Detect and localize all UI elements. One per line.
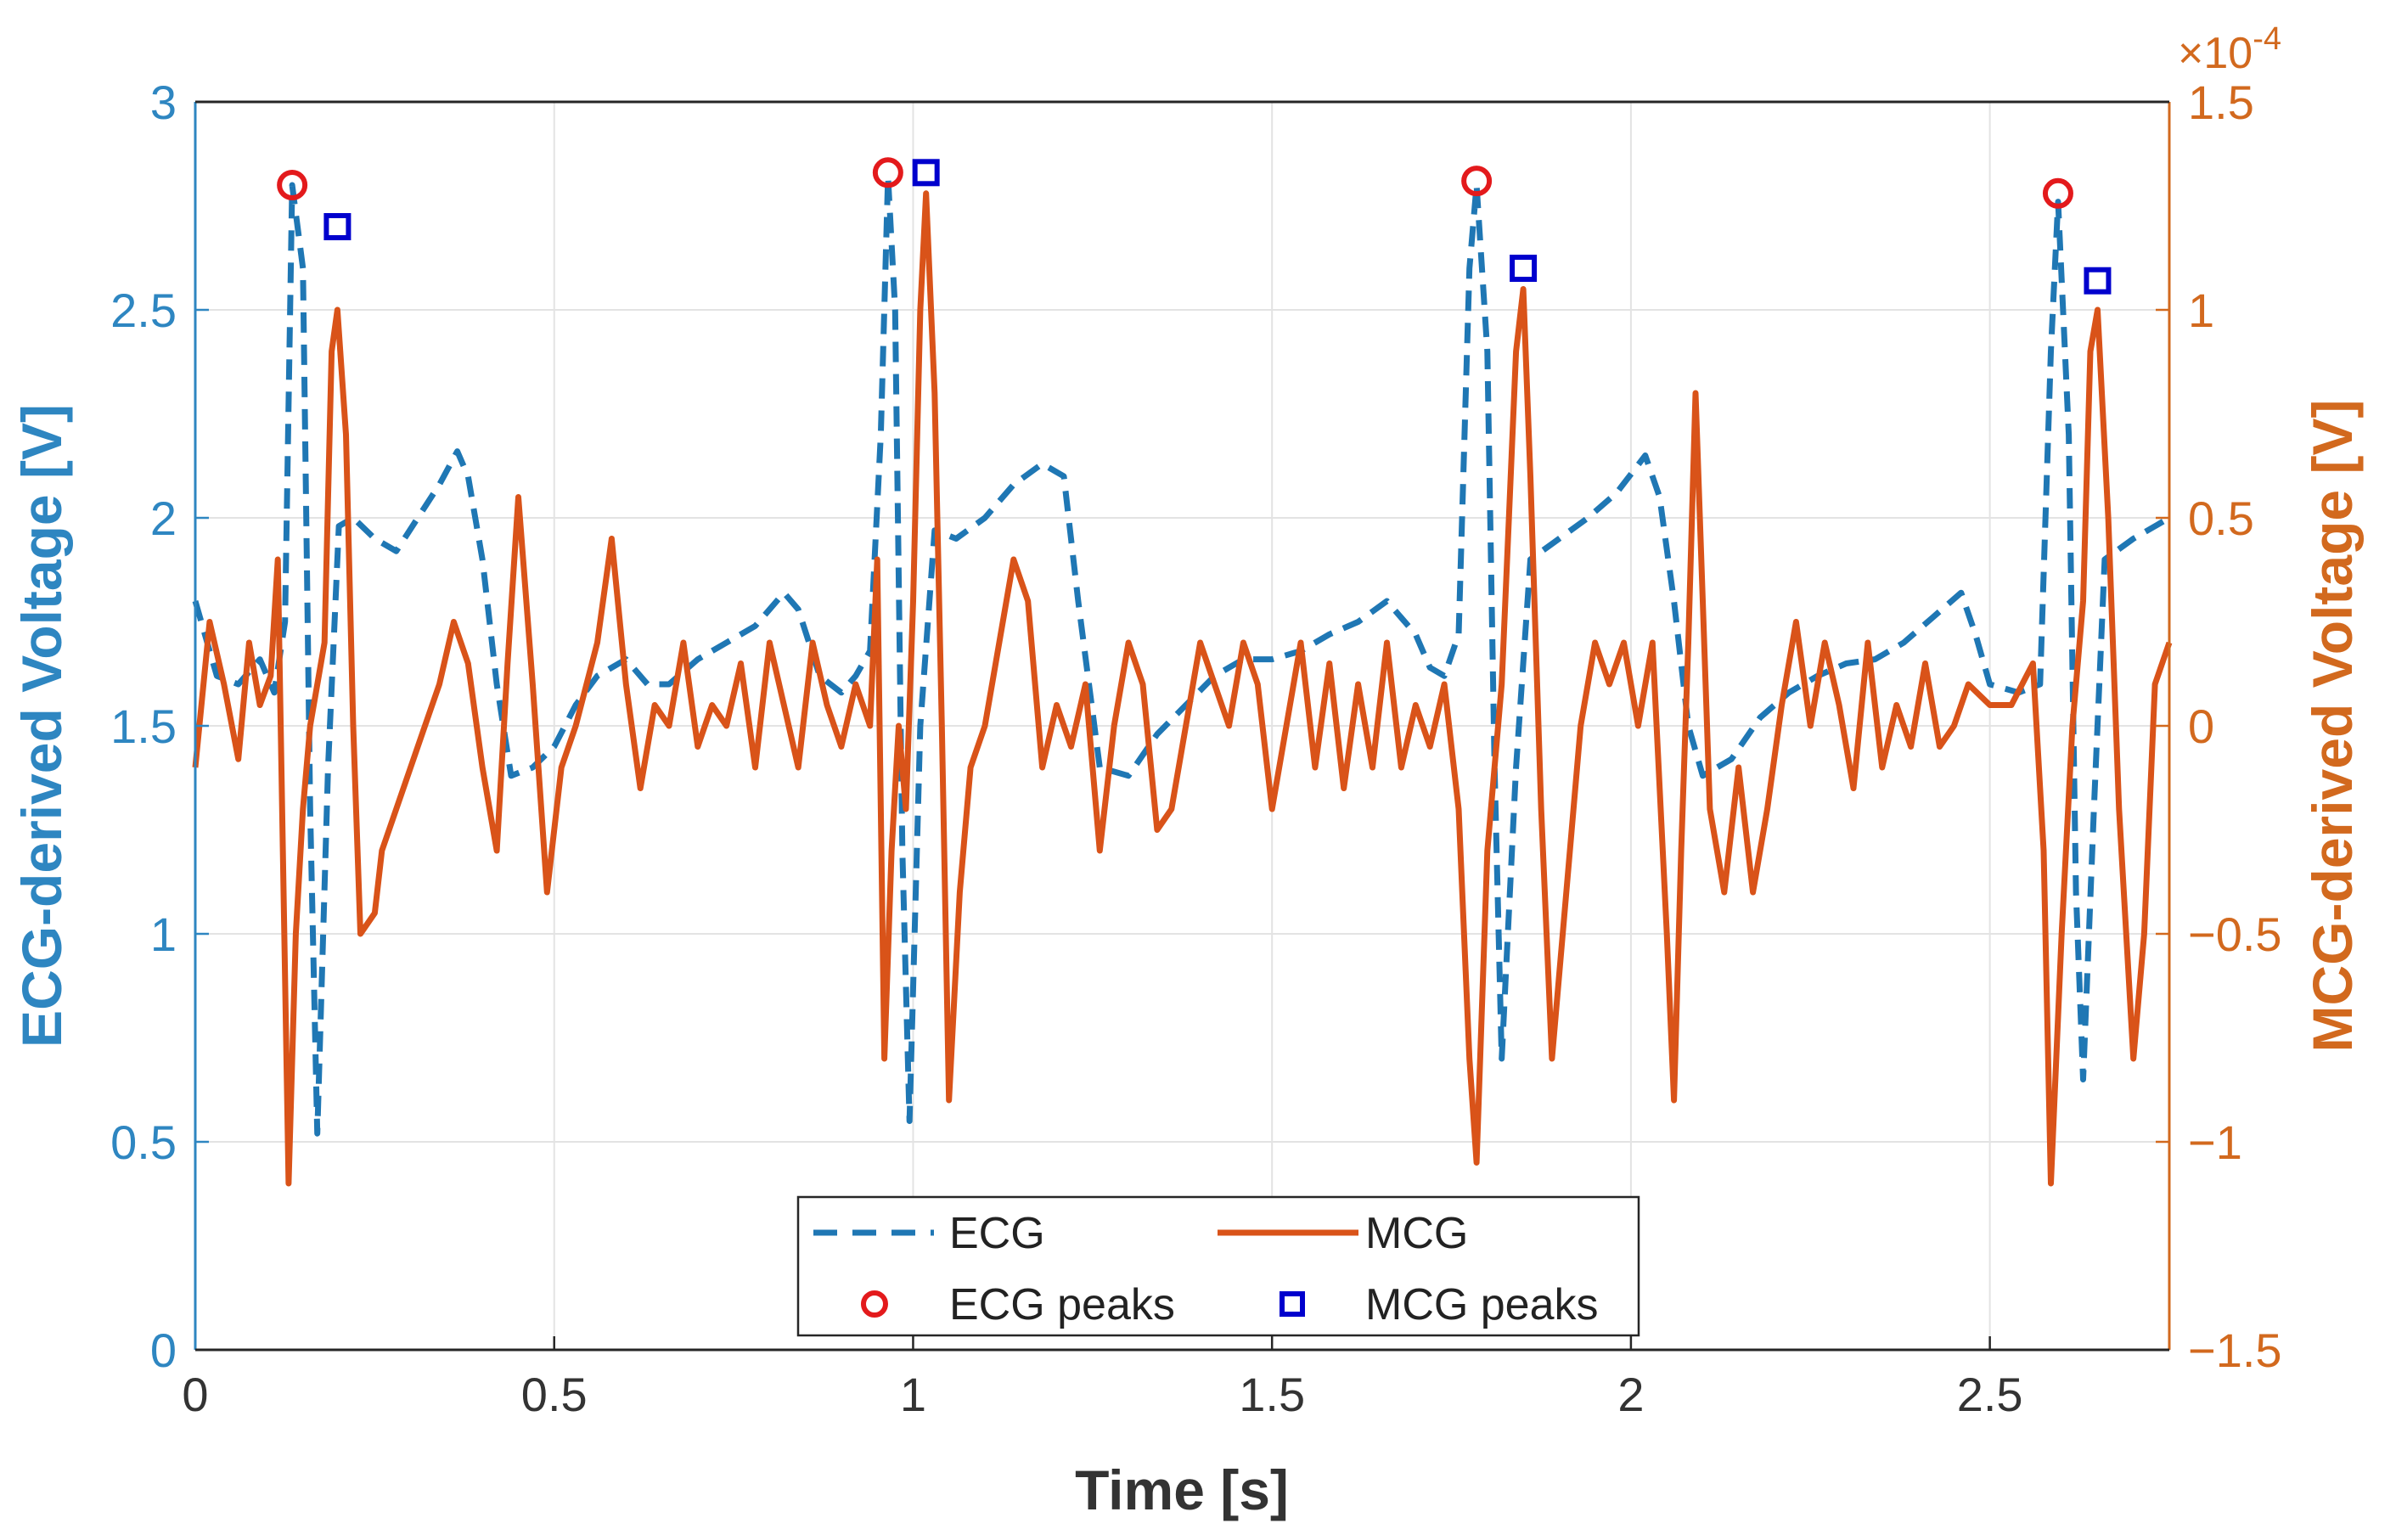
mcg-series-line bbox=[192, 190, 2173, 1187]
left-tick-label: 1 bbox=[150, 908, 177, 961]
x-axis-title: Time [s] bbox=[1075, 1459, 1289, 1521]
right-tick-label: 1.5 bbox=[2188, 76, 2254, 129]
legend-mcg-label: MCG bbox=[1365, 1209, 1468, 1258]
mcg-peak-marker bbox=[912, 159, 940, 187]
right-tick-label: −1.5 bbox=[2188, 1324, 2282, 1377]
ecg-peak-marker bbox=[2042, 177, 2073, 209]
left-tick-label: 1.5 bbox=[110, 700, 177, 753]
legend-ecg-peak-marker bbox=[861, 1290, 888, 1318]
legend-ecg-peaks-label: ECG peaks bbox=[949, 1280, 1175, 1329]
x-tick-label: 0 bbox=[182, 1368, 208, 1421]
x-tick-label: 1.5 bbox=[1239, 1368, 1305, 1421]
mcg-peak-marker bbox=[323, 213, 352, 240]
left-tick-label: 3 bbox=[150, 76, 177, 129]
tick-labels: 0 0.5 1 1.5 2 2.5 0 0.5 1 1.5 2 2.5 3 −1.5 −1 −0.5 0 0.5 1… bbox=[110, 76, 2281, 1421]
legend-box bbox=[796, 1195, 1640, 1337]
right-axis-title: MCG-derived Voltage [V] bbox=[2301, 400, 2364, 1053]
right-tick-label: 0 bbox=[2188, 700, 2214, 753]
left-tick-label: 0 bbox=[150, 1324, 177, 1377]
left-tick-label: 2.5 bbox=[110, 284, 177, 337]
legend-mcg-peak-marker bbox=[1280, 1291, 1305, 1317]
legend-ecg-label: ECG bbox=[949, 1209, 1045, 1258]
right-tick-label: 1 bbox=[2188, 284, 2214, 337]
left-axis-title: ECG-derived Voltage [V] bbox=[10, 404, 73, 1048]
right-tick-label: −1 bbox=[2188, 1116, 2242, 1169]
legend-mcg-peaks-label: MCG peaks bbox=[1365, 1280, 1599, 1329]
ecg-peak-marker bbox=[872, 157, 903, 188]
x-tick-label: 2.5 bbox=[1957, 1368, 2023, 1421]
left-tick-label: 2 bbox=[150, 492, 177, 545]
ecg-peak-marker bbox=[277, 170, 308, 200]
axes bbox=[194, 100, 2171, 1352]
x-tick-label: 2 bbox=[1617, 1368, 1644, 1421]
x-tick-label: 1 bbox=[900, 1368, 926, 1421]
ecg-peak-marker bbox=[1461, 166, 1493, 197]
ecg-series-line bbox=[192, 173, 2171, 1137]
peak-markers bbox=[277, 157, 2112, 295]
left-tick-label: 0.5 bbox=[110, 1116, 177, 1169]
right-tick-label: −0.5 bbox=[2188, 908, 2282, 961]
right-axis-exponent: ×10-4 bbox=[2178, 21, 2281, 78]
mcg-peak-marker bbox=[2084, 267, 2112, 295]
mcg-peak-marker bbox=[1510, 255, 1538, 282]
x-tick-label: 0.5 bbox=[521, 1368, 588, 1421]
legend: ECG MCG ECG peaks MCG peaks bbox=[796, 1195, 1640, 1337]
series-layer bbox=[192, 173, 2173, 1187]
right-tick-label: 0.5 bbox=[2188, 492, 2254, 545]
